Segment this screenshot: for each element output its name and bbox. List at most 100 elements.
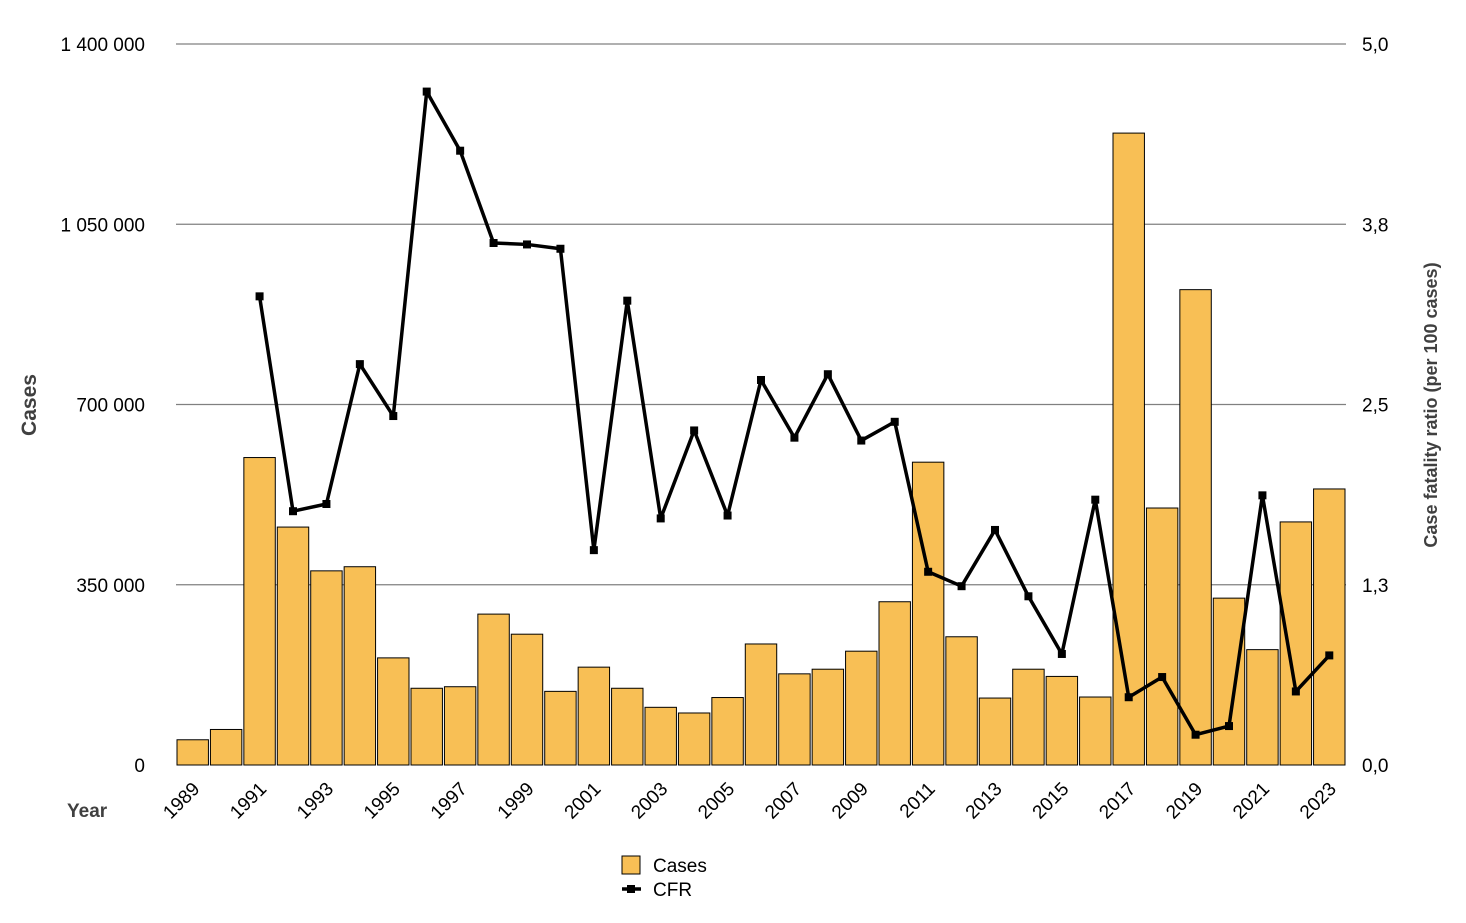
y-tick-label: 700 000: [76, 396, 145, 417]
bar-cases-2012: [945, 636, 978, 766]
x-tick-label: 2013: [962, 779, 1007, 824]
bar-cases-1998: [477, 613, 510, 766]
cfr-point-2020: [1225, 722, 1233, 731]
bar-cases-2005: [711, 697, 744, 766]
cfr-point-2004: [690, 426, 699, 435]
bar-cases-2009: [845, 650, 878, 766]
cfr-point-2011: [924, 567, 933, 576]
cfr-point-2005: [723, 511, 732, 520]
x-tick-label: 2019: [1162, 779, 1207, 824]
cfr-point-2022: [1291, 687, 1300, 696]
bar-cases-1995: [377, 657, 410, 766]
bar-cases-2004: [677, 712, 711, 766]
legend-label-cases: Cases: [653, 856, 707, 877]
x-tick-label: 2009: [828, 779, 873, 824]
bar-cases-2010: [878, 601, 911, 766]
bar-cases-2020: [1212, 597, 1246, 766]
y2-tick-label: 1,3: [1362, 576, 1388, 597]
cfr-point-2009: [857, 436, 866, 445]
x-axis-title: Year: [67, 801, 108, 822]
bar-cases-2001: [577, 666, 611, 766]
cfr-point-2003: [656, 514, 665, 523]
cfr-point-1994: [355, 360, 364, 369]
bar-cases-2022: [1279, 521, 1313, 766]
bar-cases-1989: [176, 739, 209, 766]
cfr-point-1998: [489, 238, 498, 247]
cfr-point-2007: [790, 433, 799, 442]
cfr-point-2001: [589, 546, 598, 555]
bar-cases-1992: [276, 526, 310, 766]
x-tick-label: 2001: [561, 779, 606, 824]
x-tick-label: 2017: [1096, 779, 1141, 824]
gridlines: [176, 43, 1346, 586]
x-tick-label: 1995: [360, 779, 405, 824]
y-axis-title: Cases: [18, 374, 41, 436]
bar-cases-2014: [1012, 668, 1045, 766]
y-tick-label: 0: [134, 756, 145, 777]
cfr-point-2010: [890, 417, 899, 426]
cfr-point-1992: [289, 507, 297, 516]
cfr-point-2019: [1191, 730, 1200, 739]
x-tick-label: 2015: [1029, 779, 1074, 824]
cfr-point-1995: [389, 412, 398, 421]
bar-cases-2000: [544, 690, 577, 766]
cfr-point-2021: [1258, 491, 1267, 500]
x-tick-label: 2021: [1229, 779, 1274, 824]
cfr-point-2023: [1325, 651, 1334, 660]
x-tick-label: 1999: [494, 779, 539, 824]
cfr-point-1996: [422, 87, 431, 96]
y-tick-label: 1 400 000: [60, 35, 145, 56]
x-tick-label: 1991: [226, 779, 271, 824]
bar-cases-1994: [343, 566, 377, 766]
legend-marker-cfr: [627, 885, 635, 893]
cfr-point-2000: [556, 244, 565, 253]
cases-bars: [176, 132, 1346, 766]
x-tick-label: 2023: [1296, 779, 1341, 824]
cfr-point-1991: [255, 292, 264, 301]
cfr-point-1997: [456, 146, 465, 155]
cfr-point-1999: [523, 240, 531, 249]
bar-cases-1991: [243, 457, 276, 766]
cfr-point-1993: [322, 499, 331, 508]
x-tick-label: 1989: [160, 779, 205, 824]
bar-cases-1993: [310, 570, 343, 766]
bar-cases-2002: [611, 687, 644, 766]
legend: Cases CFR: [621, 855, 707, 901]
bar-cases-2006: [744, 643, 778, 766]
bar-cases-1996: [410, 687, 443, 766]
bar-cases-1999: [510, 633, 544, 766]
bar-cases-2008: [811, 668, 845, 766]
cfr-point-2017: [1124, 693, 1133, 702]
bar-cases-2018: [1145, 507, 1179, 766]
cfr-point-2015: [1057, 649, 1066, 658]
y2-tick-label: 0,0: [1362, 756, 1388, 777]
x-tick-label: 2007: [761, 779, 806, 824]
x-tick-label: 2011: [896, 779, 940, 823]
cfr-point-2012: [957, 582, 966, 591]
x-tick-label: 1997: [427, 779, 472, 824]
legend-label-cfr: CFR: [653, 880, 692, 901]
y2-tick-label: 5,0: [1362, 35, 1388, 56]
cfr-point-2013: [991, 525, 999, 534]
y2-tick-label: 3,8: [1362, 215, 1388, 236]
cfr-line-series: [255, 87, 1334, 739]
cfr-point-2008: [823, 370, 832, 379]
bar-cases-2016: [1079, 696, 1112, 766]
y2-axis-title: Case fatality ratio (per 100 cases): [1421, 262, 1441, 547]
legend-swatch-cases: [621, 855, 641, 875]
bar-cases-2015: [1045, 675, 1079, 766]
cfr-point-2006: [757, 375, 765, 384]
bar-cases-2011: [911, 461, 945, 766]
bar-cases-1990: [209, 728, 243, 766]
cfr-point-2016: [1091, 495, 1100, 504]
x-tick-label: 2005: [694, 779, 739, 824]
cfr-point-2018: [1158, 673, 1167, 682]
bar-cases-2007: [778, 673, 811, 766]
y2-tick-label: 2,5: [1362, 396, 1388, 417]
bar-cases-2023: [1313, 488, 1346, 766]
bar-cases-2021: [1246, 649, 1279, 766]
y-tick-label: 1 050 000: [60, 215, 145, 236]
cfr-point-2014: [1024, 592, 1033, 601]
x-axis-ticks: 1989 1991 1993 1995 1997 1999 2001 2003 2005 2007…: [160, 779, 1341, 824]
